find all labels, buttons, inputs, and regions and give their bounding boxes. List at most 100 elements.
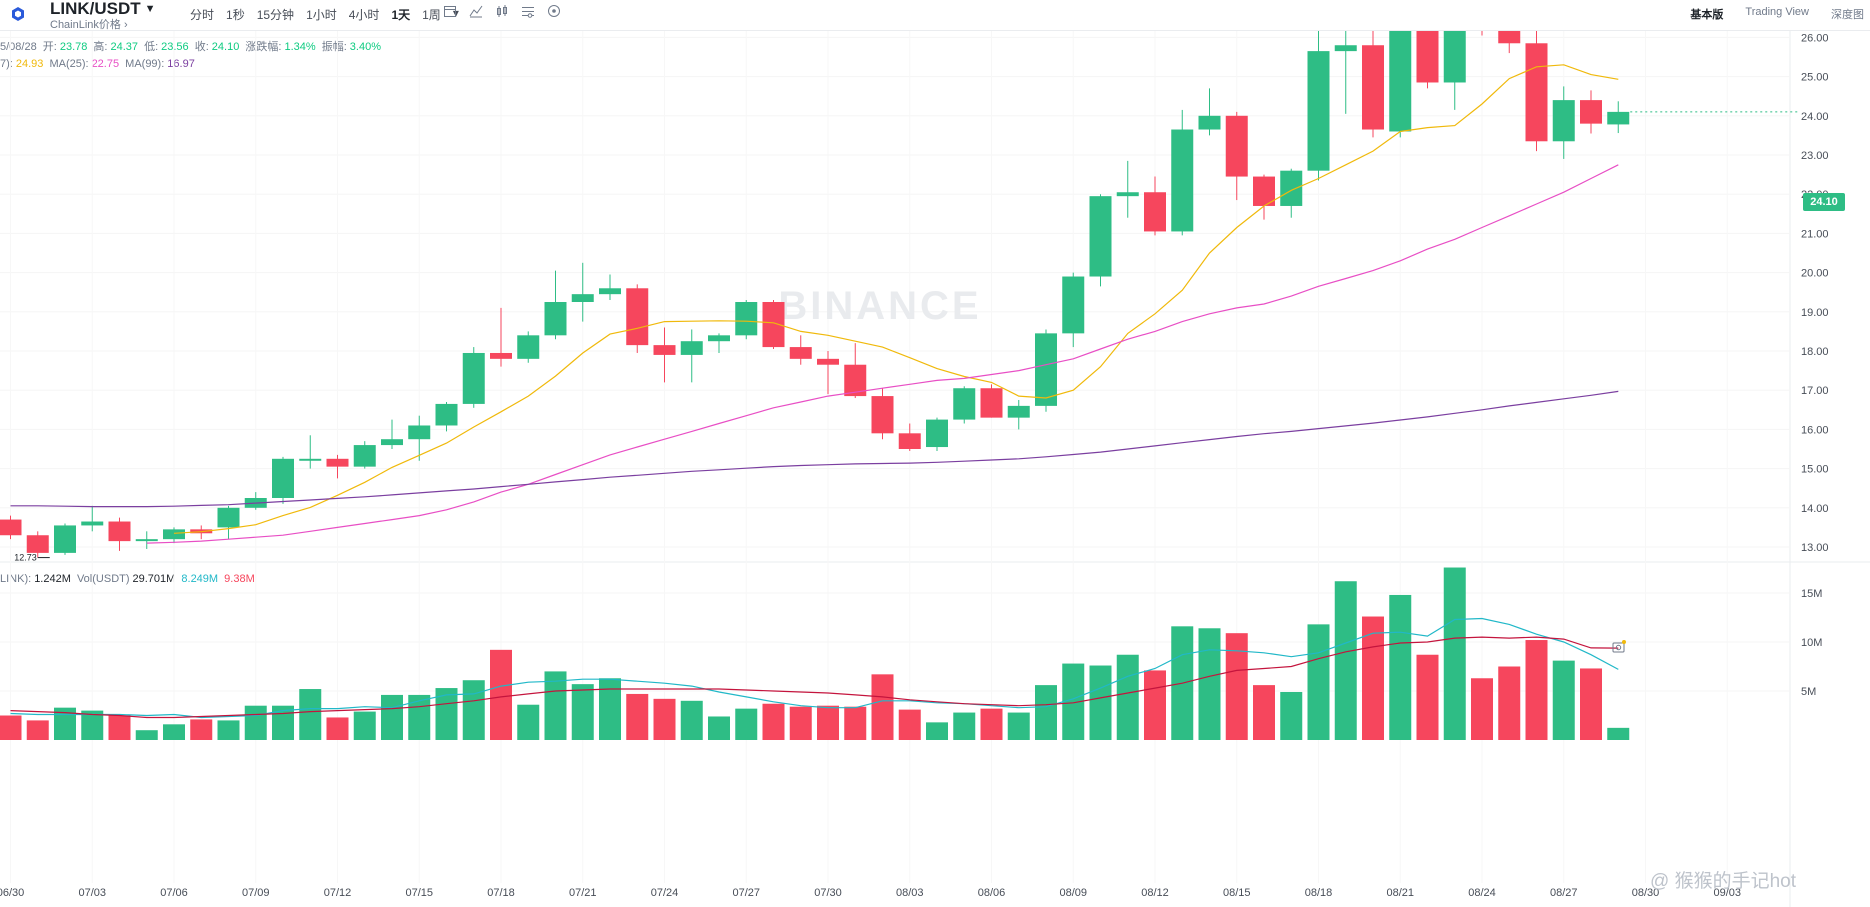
- time-tick-label: 08/21: [1386, 887, 1414, 899]
- volume-bar: [1280, 691, 1303, 740]
- candle-body: [1389, 31, 1412, 132]
- ma25-label: MA(25):: [49, 58, 89, 70]
- volume-bar: [898, 709, 921, 740]
- chart-tools: [443, 4, 573, 18]
- volume-bar: [1198, 628, 1221, 740]
- interval-tab-5[interactable]: 1天: [391, 8, 411, 22]
- volusdt-label: Vol(USDT): [76, 573, 130, 585]
- settings-sliders-icon[interactable]: [521, 4, 535, 18]
- volume-bar: [871, 674, 894, 740]
- volume-bar: [299, 689, 322, 740]
- candle-body: [1580, 100, 1602, 124]
- candle-type-icon[interactable]: [495, 4, 509, 18]
- ma7-value: 24.93: [15, 58, 44, 70]
- candle-body: [0, 519, 22, 536]
- candlestick-chart[interactable]: 13.00 14.00 15.00 16.00 17.00 18.00 19.00 20.00…: [0, 31, 1870, 907]
- time-tick-label: 06/30: [0, 887, 24, 899]
- price-tick-label: 20.00: [1801, 268, 1829, 280]
- candle-body: [708, 335, 730, 342]
- volume-bar: [953, 712, 976, 740]
- volume-bar: [1144, 670, 1166, 740]
- volume-bar: [81, 710, 104, 740]
- candle-body: [898, 433, 921, 449]
- chainlink-logo-icon: [12, 7, 24, 21]
- interval-tab-0[interactable]: 分时: [190, 8, 215, 22]
- binance-watermark: BINANCE: [778, 284, 981, 328]
- volume-bar: [980, 708, 1003, 740]
- volume-bar: [544, 671, 567, 740]
- volume-bar: [462, 680, 485, 740]
- view-tab-2[interactable]: 深度图: [1831, 9, 1864, 21]
- volume-legend: LINK): 1.242M Vol(USDT) 29.701M 8.249M 9.3…: [0, 573, 258, 585]
- time-tick-label: 08/24: [1468, 887, 1496, 899]
- volume-tick-label: 15M: [1801, 588, 1822, 600]
- time-tick-label: 08/09: [1059, 887, 1087, 899]
- interval-tab-2[interactable]: 15分钟: [256, 8, 295, 22]
- price-tick-label: 24.00: [1801, 111, 1829, 123]
- ma99-label: MA(99):: [125, 58, 165, 70]
- calendar-icon[interactable]: [443, 4, 457, 18]
- vol-label: LINK):: [0, 573, 32, 585]
- candle-body: [953, 388, 976, 420]
- volume-ma5-line: [10, 617, 1619, 719]
- interval-tab-1[interactable]: 1秒: [226, 8, 245, 22]
- camera-icon[interactable]: [1612, 640, 1626, 654]
- volume-bar: [708, 716, 730, 740]
- candle-body: [1116, 192, 1139, 197]
- candle-body: [1198, 115, 1221, 130]
- volume-bar: [435, 688, 458, 740]
- time-tick-label: 07/03: [78, 887, 106, 899]
- volume-bar: [54, 707, 76, 740]
- candle-body: [789, 347, 812, 359]
- volume-bar: [244, 705, 267, 740]
- volume-bar: [926, 722, 948, 740]
- volume-tick-label: 10M: [1801, 637, 1822, 649]
- candle-body: [163, 529, 185, 540]
- volume-bar: [789, 706, 812, 740]
- volume-bar: [1307, 624, 1330, 740]
- time-tick-label: 07/12: [324, 887, 352, 899]
- pair-selector[interactable]: LINK/USDT ▼: [50, 0, 156, 19]
- price-tick-label: 23.00: [1801, 150, 1829, 162]
- volume-bar: [1525, 640, 1548, 740]
- volume-bar: [1443, 567, 1466, 740]
- fullscreen-target-icon[interactable]: [547, 4, 561, 18]
- candle-body: [817, 358, 839, 365]
- candle-body: [1307, 51, 1330, 171]
- view-tab-1[interactable]: Trading View: [1745, 6, 1809, 18]
- open-value: 23.78: [59, 41, 88, 53]
- high-value: 24.37: [110, 41, 139, 53]
- time-tick-label: 07/09: [242, 887, 270, 899]
- candle-body: [217, 507, 240, 528]
- ohlc-legend: 5/08/28 开: 23.78 高: 24.37 低: 23.56 收: 24.10 …: [0, 38, 384, 54]
- volume-bar: [408, 694, 431, 740]
- time-tick-label: 08/27: [1550, 887, 1578, 899]
- pair-subname-text: ChainLink价格: [50, 19, 121, 31]
- candle-body: [735, 302, 758, 336]
- interval-tab-3[interactable]: 1小时: [306, 8, 337, 22]
- vol-value: 1.242M: [34, 573, 71, 585]
- view-tab-0[interactable]: 基本版: [1690, 9, 1724, 21]
- interval-tab-4[interactable]: 4小时: [348, 8, 380, 22]
- vol-ma10-value: 9.38M: [224, 573, 255, 585]
- candle-body: [272, 458, 294, 498]
- time-tick-label: 07/06: [160, 887, 188, 899]
- indicator-icon[interactable]: [469, 4, 483, 18]
- last-price-badge: 24.10: [1803, 193, 1845, 211]
- change-value: 1.34%: [284, 41, 316, 53]
- volume-ma10-line: [10, 636, 1619, 719]
- time-tick-label: 07/24: [651, 887, 679, 899]
- volume-bar: [571, 684, 594, 740]
- candle-body: [1362, 45, 1384, 130]
- pair-subname[interactable]: ChainLink价格 ›: [50, 19, 128, 31]
- candle-body: [1062, 276, 1085, 334]
- volume-bar: [1253, 685, 1275, 740]
- volusdt-value: 29.701M: [132, 573, 176, 585]
- price-tick-label: 18.00: [1801, 346, 1829, 358]
- candle-body: [408, 425, 431, 440]
- candle-body: [1334, 45, 1357, 52]
- caret-down-icon: ▼: [144, 3, 156, 15]
- candle-body: [1007, 405, 1030, 418]
- interval-tab-6[interactable]: 1周: [422, 8, 441, 22]
- price-tick-label: 19.00: [1801, 307, 1829, 319]
